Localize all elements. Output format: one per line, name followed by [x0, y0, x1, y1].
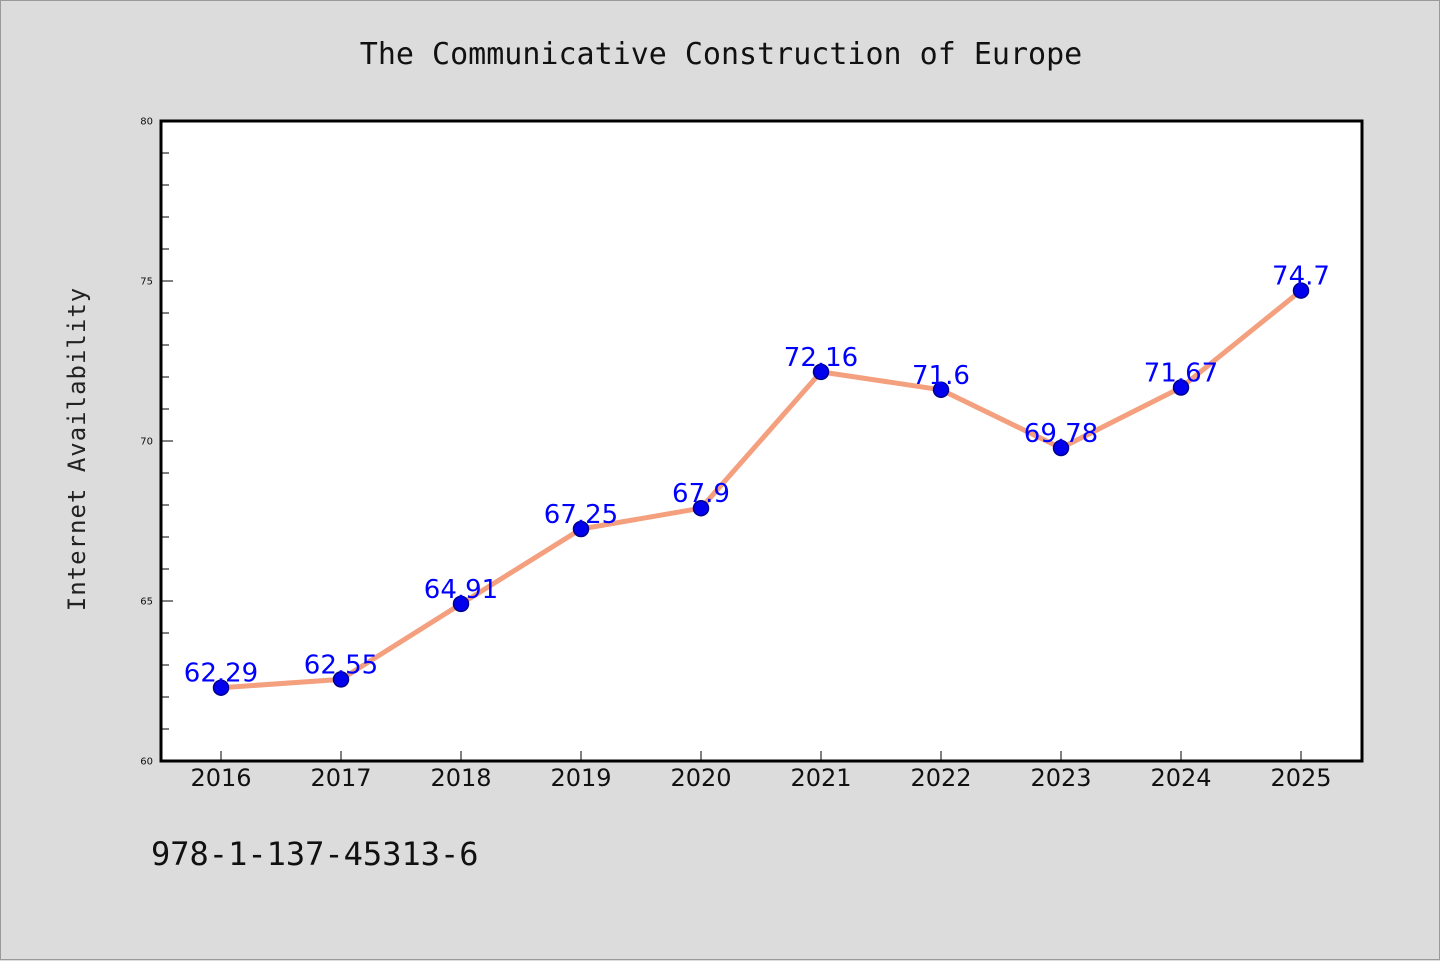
data-point [1052, 439, 1070, 457]
y-tick-label: 75 [140, 277, 153, 288]
data-point [332, 671, 350, 688]
footer-isbn: 978-1-137-45313-6 [151, 835, 479, 873]
data-point [692, 499, 710, 517]
data-label: 62.55 [304, 650, 378, 680]
x-tick-label: 2024 [1150, 764, 1211, 792]
x-tick-label: 2016 [190, 764, 251, 792]
data-label: 74.7 [1272, 262, 1330, 292]
data-point [1172, 379, 1190, 396]
data-point [572, 520, 590, 538]
y-tick-label: 70 [140, 437, 153, 448]
data-label: 67.25 [544, 500, 618, 530]
series-line [218, 288, 1304, 691]
data-label: 62.29 [184, 659, 258, 689]
y-axis: 60 65 70 75 80 [140, 117, 173, 768]
x-tick-label: 2025 [1270, 764, 1331, 792]
x-tick-label: 2019 [550, 764, 611, 792]
x-tick-label: 2017 [310, 764, 371, 792]
data-label: 71.6 [912, 361, 970, 391]
x-tick-label: 2021 [790, 764, 851, 792]
y-tick-label: 65 [140, 597, 153, 608]
x-tick-label: 2020 [670, 764, 731, 792]
x-tick-label: 2022 [910, 764, 971, 792]
data-point [452, 595, 470, 613]
data-label: 64.91 [424, 575, 498, 605]
data-point [932, 381, 950, 399]
data-label: 67.9 [672, 479, 730, 509]
series-line-group [212, 282, 1310, 696]
data-point [1292, 282, 1310, 299]
data-label: 71.67 [1144, 359, 1218, 389]
y-tick-label: 80 [140, 117, 153, 128]
data-labels: 62.29 62.55 64.91 67.25 67.9 72.16 71.6 69.78 71… [184, 262, 1330, 689]
data-label: 72.16 [784, 343, 858, 373]
x-tick-label: 2018 [430, 764, 491, 792]
y-axis-label: Internet Availability [63, 287, 91, 611]
data-label: 69.78 [1024, 419, 1098, 449]
x-axis: 2016 2017 2018 2019 2020 2021 2022 2023 2024 2025 [190, 751, 1332, 792]
chart-title: The Communicative Construction of Europe [360, 37, 1082, 72]
x-tick-label: 2023 [1030, 764, 1091, 792]
data-point [812, 363, 830, 381]
y-tick-label: 60 [140, 757, 153, 768]
data-point [212, 679, 230, 696]
